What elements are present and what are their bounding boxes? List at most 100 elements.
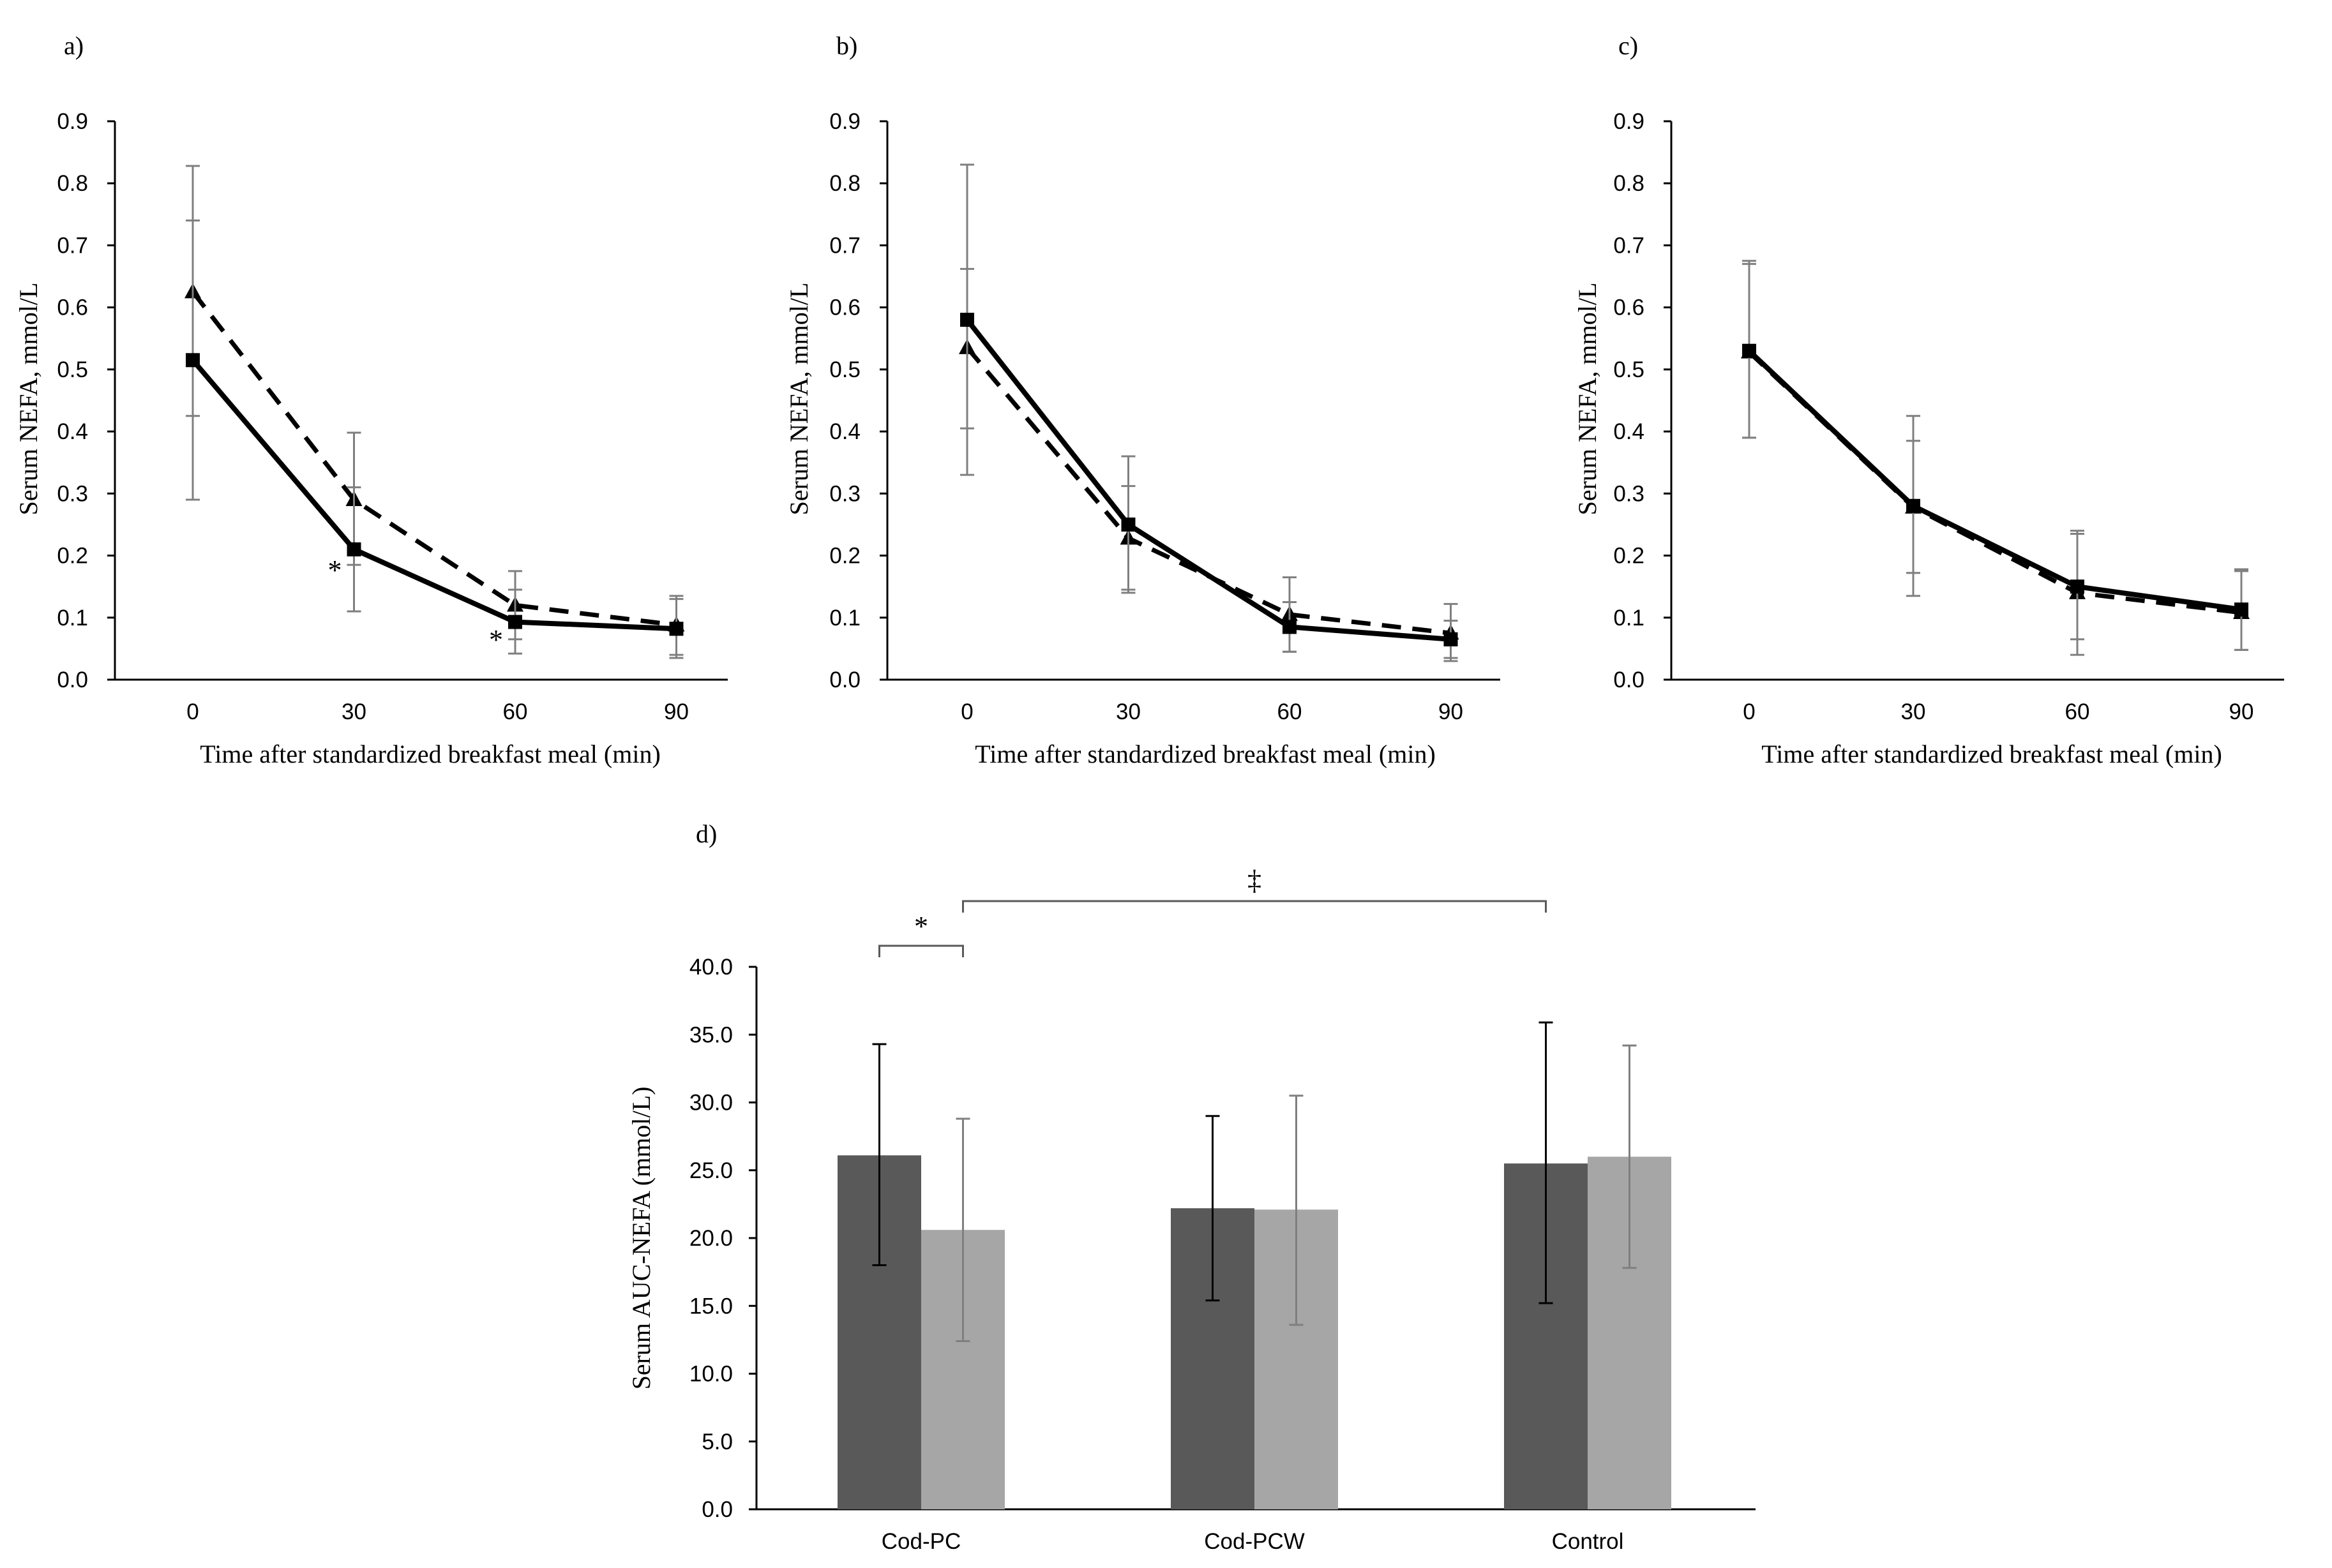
x-category-label: Control (1552, 1529, 1624, 1554)
y-tick-label: 0.5 (1613, 357, 1644, 382)
series-line (965, 346, 1451, 636)
y-tick-label: 0.6 (829, 295, 861, 320)
y-tick-label: 0.0 (1613, 668, 1644, 692)
y-tick-label: 0.7 (57, 233, 88, 258)
series-solid (960, 163, 1458, 659)
y-tick-label: 0.4 (829, 419, 861, 444)
data-point-square (186, 353, 200, 368)
y-tick-label: 0.5 (829, 357, 861, 382)
data-point-square (347, 542, 361, 556)
x-tick-label: 60 (1277, 699, 1302, 724)
y-tick-label: 20.0 (689, 1226, 733, 1251)
panel-c-line-chart: c) Serum NEFA, mmol/L Time after standar… (1573, 31, 2284, 768)
data-point-square (1283, 620, 1297, 634)
x-axis-title: Time after standardized breakfast meal (… (975, 740, 1436, 768)
panel-b-line-chart: b) Serum NEFA, mmol/L Time after standar… (785, 31, 1500, 768)
y-tick-label: 0.2 (57, 544, 88, 569)
data-point-square (1906, 498, 1920, 513)
plot-area: 0.0 0.1 0.2 0.3 0.4 0.5 0.6 0.7 0.8 0.9 0 30 60 90 (1613, 109, 2284, 724)
data-point-square (508, 615, 522, 629)
data-point-square (1443, 632, 1458, 646)
x-tick-label: 90 (2229, 699, 2254, 724)
significance-asterisk: * (328, 555, 342, 586)
y-tick-label: 0.2 (829, 544, 861, 569)
data-point-square (1742, 343, 1756, 358)
x-axis-title: Time after standardized breakfast meal (… (200, 740, 661, 768)
y-tick-label: 40.0 (689, 955, 733, 980)
x-tick-label: 60 (2065, 699, 2090, 724)
y-tick-label: 0.8 (57, 171, 88, 196)
panel-a-line-chart: a) Serum NEFA, mmol/L Time after standar… (14, 31, 728, 768)
x-tick-label: 30 (1116, 699, 1141, 724)
y-axis-title: Serum NEFA, mmol/L (1573, 283, 1602, 516)
y-tick-label: 0.3 (829, 481, 861, 506)
y-tick-label: 0.8 (1613, 171, 1644, 196)
y-tick-label: 10.0 (689, 1362, 733, 1387)
significance-bracket (962, 900, 1547, 913)
y-tick-label: 25.0 (689, 1158, 733, 1183)
series-line (1747, 348, 2242, 613)
x-tick-label: 90 (1438, 699, 1463, 724)
y-tick-label: 35.0 (689, 1022, 733, 1047)
y-axis-title: Serum AUC-NEFA (mmol/L) (627, 1087, 656, 1390)
y-tick-label: 0.9 (829, 109, 861, 134)
y-tick-label: 15.0 (689, 1294, 733, 1318)
y-tick-label: 0.0 (702, 1497, 733, 1522)
series-line (965, 318, 1451, 642)
y-tick-label: 30.0 (689, 1091, 733, 1116)
data-point-square (669, 622, 684, 636)
y-tick-label: 0.4 (57, 419, 88, 444)
y-axis-title: Serum NEFA, mmol/L (785, 283, 813, 516)
plot-area: 0.0 5.0 10.0 15.0 20.0 25.0 30.0 35.0 40.0 Cod-PC… (689, 865, 1756, 1554)
y-tick-label: 0.9 (1613, 109, 1644, 134)
y-tick-label: 0.7 (1613, 233, 1644, 258)
panel-label: d) (696, 819, 717, 848)
series-line (191, 290, 677, 627)
y-tick-label: 0.6 (1613, 295, 1644, 320)
series-dashed (184, 165, 685, 656)
y-tick-label: 0.5 (57, 357, 88, 382)
y-tick-label: 0.2 (1613, 544, 1644, 569)
panel-d-bar-chart: d) Serum AUC-NEFA (mmol/L) 0.0 5.0 10.0 15.… (627, 819, 1756, 1554)
data-point-square (960, 313, 974, 327)
series-dashed (959, 267, 1459, 662)
y-tick-label: 0.1 (1613, 606, 1644, 631)
y-tick-label: 0.3 (57, 481, 88, 506)
data-point-square (1121, 517, 1136, 532)
x-category-label: Cod-PCW (1204, 1529, 1305, 1554)
panel-label: c) (1618, 31, 1638, 60)
y-tick-label: 0.0 (57, 668, 88, 692)
significance-asterisk: * (489, 624, 503, 655)
panel-label: a) (64, 31, 84, 60)
y-axis-title: Serum NEFA, mmol/L (14, 283, 43, 516)
series-solid (1742, 263, 2248, 651)
x-tick-label: 30 (342, 699, 366, 724)
x-axis-title: Time after standardized breakfast meal (… (1761, 740, 2222, 768)
y-tick-label: 0.3 (1613, 481, 1644, 506)
significance-mark: ‡ (1247, 865, 1261, 896)
y-tick-label: 0.1 (829, 606, 861, 631)
x-tick-label: 0 (186, 699, 199, 724)
x-tick-label: 90 (664, 699, 689, 724)
significance-bracket (878, 945, 964, 957)
y-tick-label: 0.0 (829, 668, 861, 692)
series-line (1747, 350, 2242, 615)
series-line (190, 358, 677, 632)
x-tick-label: 0 (1743, 699, 1755, 724)
x-category-label: Cod-PC (882, 1529, 961, 1554)
data-point-square (2070, 579, 2084, 594)
y-tick-label: 0.7 (829, 233, 861, 258)
y-tick-label: 0.9 (57, 109, 88, 134)
series-solid (186, 220, 684, 659)
series-dashed (1741, 260, 2250, 656)
y-tick-label: 5.0 (702, 1430, 733, 1454)
x-tick-label: 30 (1901, 699, 1926, 724)
y-tick-label: 0.6 (57, 295, 88, 320)
x-tick-label: 60 (503, 699, 528, 724)
plot-area: 0.0 0.1 0.2 0.3 0.4 0.5 0.6 0.7 0.8 0.9 0 30 60 90 (829, 109, 1500, 724)
y-tick-label: 0.1 (57, 606, 88, 631)
x-tick-label: 0 (961, 699, 973, 724)
data-point-square (2234, 602, 2248, 617)
y-tick-label: 0.4 (1613, 419, 1644, 444)
